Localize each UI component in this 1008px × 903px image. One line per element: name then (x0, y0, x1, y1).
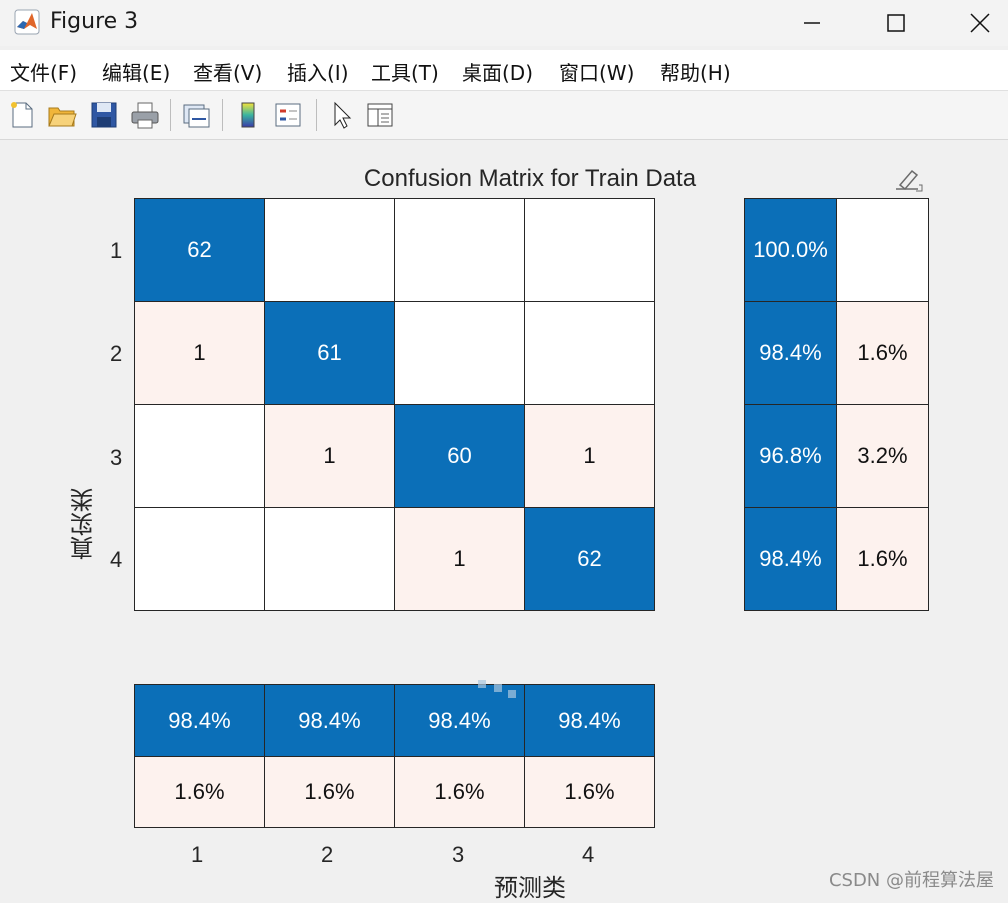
y-tick-label: 4 (110, 547, 123, 572)
column-summary-cell: 98.4% (394, 684, 525, 757)
row-summary-cell (836, 198, 929, 302)
y-tick-label: 3 (110, 445, 123, 470)
matrix-cell (394, 198, 525, 302)
link-plot-icon[interactable] (180, 99, 212, 131)
matrix-cell: 1 (134, 301, 265, 405)
blur-artifact (494, 684, 502, 692)
x-tick-label: 1 (191, 842, 204, 867)
x-axis-label: 预测类 (494, 874, 566, 902)
matrix-cell: 62 (524, 507, 655, 611)
pointer-icon[interactable] (326, 99, 358, 131)
save-icon[interactable] (88, 99, 120, 131)
matrix-cell (134, 507, 265, 611)
blur-artifact (478, 680, 486, 688)
matrix-cell: 1 (524, 404, 655, 508)
matrix-cell (524, 301, 655, 405)
toolbar-separator (316, 99, 317, 131)
matrix-cell (394, 301, 525, 405)
window-title: Figure 3 (50, 9, 139, 34)
toolbar-separator (222, 99, 223, 131)
blur-artifact (508, 690, 516, 698)
minimize-button[interactable] (782, 0, 842, 46)
row-summary-cell: 96.8% (744, 404, 837, 508)
column-summary-cell: 98.4% (134, 684, 265, 757)
menu-edit[interactable]: 编辑(E) (102, 61, 171, 85)
print-icon[interactable] (129, 99, 161, 131)
x-tick-label: 4 (582, 842, 595, 867)
column-summary-cell: 1.6% (264, 756, 395, 828)
column-summary-cell: 98.4% (264, 684, 395, 757)
row-summary-cell: 98.4% (744, 507, 837, 611)
matlab-icon (14, 9, 40, 35)
matrix-cell (134, 404, 265, 508)
row-summary-cell: 1.6% (836, 507, 929, 611)
matrix-cell (264, 507, 395, 611)
chart-title: Confusion Matrix for Train Data (363, 165, 697, 192)
close-button[interactable] (950, 0, 1008, 46)
menu-desktop[interactable]: 桌面(D) (462, 61, 534, 85)
menu-window[interactable]: 窗口(W) (559, 61, 635, 85)
y-axis-label: 真实类 (70, 488, 98, 560)
menu-insert[interactable]: 插入(I) (287, 61, 349, 85)
menu-tools[interactable]: 工具(T) (371, 61, 439, 85)
matrix-cell: 61 (264, 301, 395, 405)
toolbar (0, 91, 1008, 140)
y-tick-label: 1 (110, 238, 123, 263)
property-inspector-icon[interactable] (364, 99, 396, 131)
column-summary-cell: 1.6% (524, 756, 655, 828)
open-file-icon[interactable] (46, 99, 78, 131)
window-titlebar: Figure 3 (0, 0, 1008, 46)
toolbar-separator (170, 99, 171, 131)
new-figure-icon[interactable] (6, 99, 38, 131)
colorbar-icon[interactable] (232, 99, 264, 131)
row-summary-cell: 1.6% (836, 301, 929, 405)
watermark-text: CSDN @前程算法屋 (828, 870, 994, 891)
menu-file[interactable]: 文件(F) (10, 61, 78, 85)
edit-plot-icon[interactable] (892, 165, 924, 193)
row-summary-cell: 100.0% (744, 198, 837, 302)
row-summary-cell: 3.2% (836, 404, 929, 508)
maximize-button[interactable] (866, 0, 926, 46)
matrix-cell: 62 (134, 198, 265, 302)
x-tick-label: 2 (321, 842, 334, 867)
matrix-cell: 60 (394, 404, 525, 508)
menubar: 文件(F) 编辑(E) 查看(V) 插入(I) 工具(T) 桌面(D) 窗口(W… (0, 50, 1008, 91)
menu-view[interactable]: 查看(V) (193, 61, 263, 85)
matrix-cell: 1 (394, 507, 525, 611)
x-tick-label: 3 (452, 842, 465, 867)
column-summary-cell: 98.4% (524, 684, 655, 757)
matrix-cell (264, 198, 395, 302)
column-summary-cell: 1.6% (134, 756, 265, 828)
matrix-cell (524, 198, 655, 302)
y-tick-label: 2 (110, 341, 123, 366)
matrix-cell: 1 (264, 404, 395, 508)
legend-icon[interactable] (272, 99, 304, 131)
row-summary-cell: 98.4% (744, 301, 837, 405)
menu-help[interactable]: 帮助(H) (660, 61, 731, 85)
column-summary-cell: 1.6% (394, 756, 525, 828)
